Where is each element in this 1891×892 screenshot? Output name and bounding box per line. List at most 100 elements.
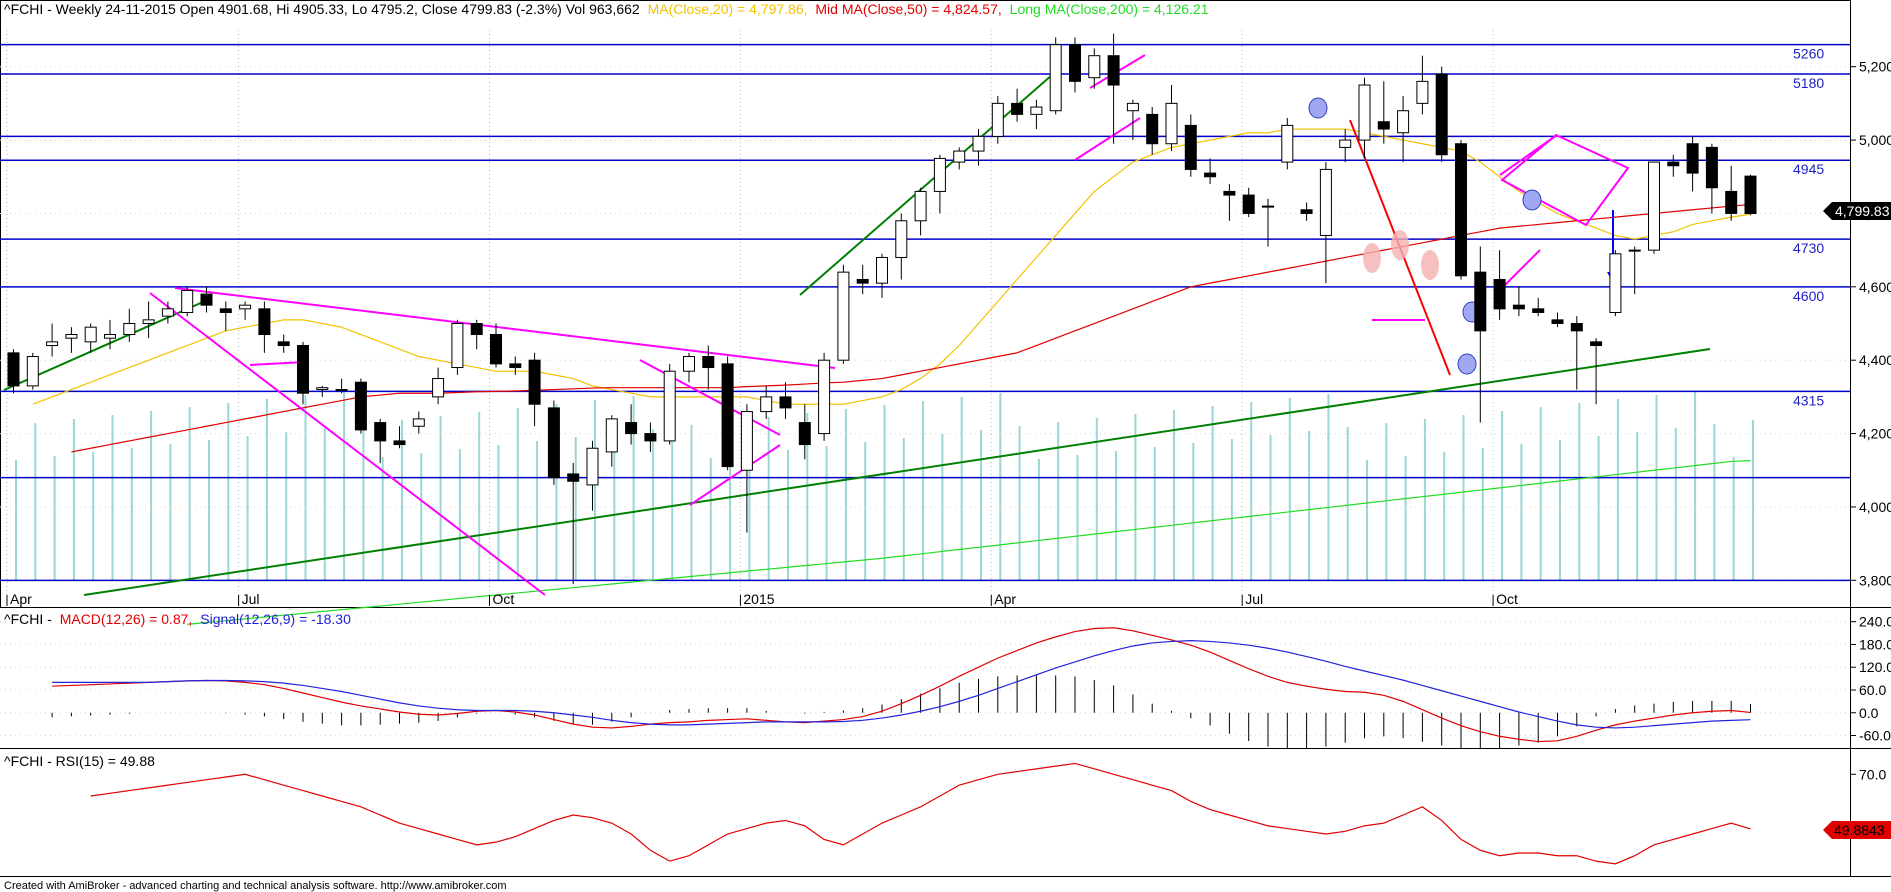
- candle-body: [1319, 168, 1332, 236]
- level-label: 5260: [1793, 46, 1824, 62]
- y-tick-label: 4,400: [1859, 352, 1891, 368]
- trendline: [249, 361, 306, 366]
- candle-body: [1262, 205, 1274, 208]
- candle-body: [7, 352, 20, 387]
- candle-body: [1416, 80, 1429, 104]
- marker-ellipse: [1391, 230, 1409, 260]
- candle-body: [181, 289, 194, 313]
- candle-body: [451, 323, 464, 369]
- x-tick-label: Apr: [10, 591, 32, 607]
- candle-body: [393, 440, 406, 446]
- candle-body: [1648, 161, 1660, 251]
- candle-body: [1744, 175, 1757, 215]
- candle-body: [1667, 161, 1680, 167]
- marker-circle: [1522, 189, 1542, 211]
- x-tick-label: Oct: [1496, 591, 1518, 607]
- y-tick-label: 5,200: [1859, 59, 1891, 75]
- price-panel-frame: [0, 0, 1851, 608]
- footer-credit: Created with AmiBroker - advanced charti…: [4, 880, 507, 892]
- candle-body: [895, 220, 908, 258]
- candle-body: [702, 356, 715, 369]
- marker-ellipse: [1363, 243, 1381, 273]
- ma-line: [187, 460, 1751, 625]
- x-tick-label: Oct: [493, 591, 515, 607]
- candle-body: [1686, 143, 1699, 174]
- candle-body: [683, 356, 695, 372]
- candle-body: [818, 359, 831, 435]
- candle-body: [856, 278, 869, 284]
- x-tick-label: 2015: [743, 591, 774, 607]
- candle-body: [933, 157, 946, 192]
- candle-body: [1435, 73, 1448, 156]
- candle-body: [239, 304, 252, 310]
- candle-body: [1146, 113, 1159, 145]
- candle-body: [1184, 124, 1197, 170]
- candle-body: [1628, 249, 1641, 252]
- candle-body: [972, 135, 985, 152]
- marker-circle: [1308, 97, 1328, 119]
- macd-y-label: 60.0: [1859, 682, 1886, 698]
- candle-body: [547, 407, 560, 479]
- candle-body: [509, 363, 522, 369]
- rsi-value-badge: 49.8843: [1823, 821, 1891, 839]
- candle-body: [1377, 121, 1390, 130]
- candle-body: [721, 363, 734, 468]
- candle-body: [1204, 172, 1217, 178]
- candle-body: [1281, 124, 1294, 163]
- candle-body: [1397, 110, 1410, 134]
- candle-body: [1455, 143, 1467, 277]
- y-tick-label: 3,800: [1859, 572, 1891, 588]
- candle-body: [1705, 146, 1718, 189]
- candle-body: [26, 356, 39, 387]
- candle-body: [1358, 84, 1371, 141]
- candle-body: [991, 102, 1004, 137]
- candle-body: [1512, 304, 1525, 310]
- candle-body: [335, 389, 348, 392]
- candle-body: [374, 422, 387, 442]
- trendline: [799, 67, 1061, 296]
- candle-body: [104, 334, 116, 339]
- candle-body: [1126, 102, 1139, 112]
- candle-body: [625, 422, 638, 435]
- candle-body: [953, 150, 966, 163]
- volume-bars: [15, 391, 1754, 580]
- candle-body: [1551, 319, 1564, 325]
- level-label: 5180: [1793, 75, 1824, 91]
- candle-body: [123, 323, 136, 336]
- candle-body: [644, 433, 657, 442]
- trendline: [1499, 249, 1541, 291]
- last-price-text: 4,799.83: [1835, 203, 1890, 219]
- candle-body: [84, 326, 97, 343]
- candle-body: [1011, 102, 1024, 115]
- candlesticks: [7, 33, 1757, 584]
- trendline: [149, 292, 546, 596]
- candle-body: [1493, 278, 1506, 310]
- macd-y-label: 240.0: [1859, 614, 1891, 630]
- ma-line: [71, 203, 1751, 453]
- candle-body: [470, 323, 483, 336]
- candle-body: [740, 411, 753, 471]
- candle-body: [1165, 102, 1178, 145]
- candle-body: [876, 256, 888, 284]
- candle-body: [528, 359, 541, 405]
- level-label: 4945: [1793, 161, 1824, 177]
- level-label: 4600: [1793, 288, 1824, 304]
- trendline: [689, 444, 781, 506]
- candle-body: [161, 308, 174, 317]
- candle-body: [297, 345, 309, 394]
- candle-body: [914, 190, 927, 222]
- trendline: [1074, 117, 1141, 161]
- candle-body: [1069, 44, 1081, 82]
- candle-body: [1590, 341, 1603, 347]
- x-tick-label: Jul: [1245, 591, 1263, 607]
- rsi-line: [90, 762, 1751, 865]
- macd-y-label: 120.0: [1859, 659, 1891, 675]
- marker-circle: [1457, 353, 1477, 375]
- candle-body: [200, 293, 213, 306]
- candle-body: [605, 418, 618, 453]
- candle-body: [277, 341, 290, 347]
- gridlines: [0, 30, 1850, 595]
- candle-body: [142, 319, 155, 325]
- candle-body: [1088, 55, 1101, 79]
